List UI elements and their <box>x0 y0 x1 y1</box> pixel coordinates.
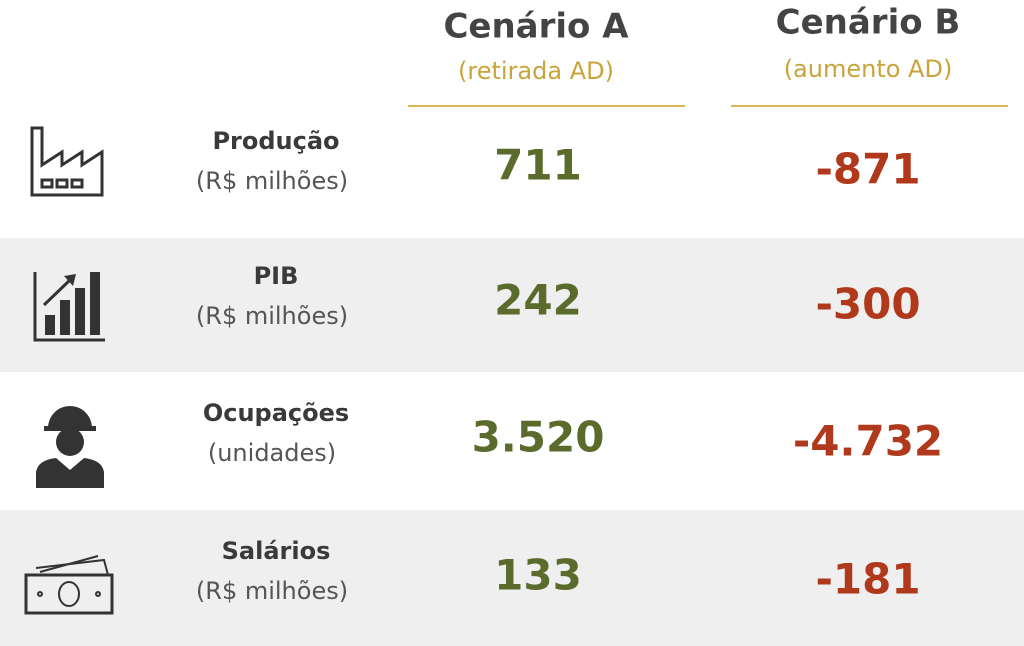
row-unit: (unidades) <box>208 439 336 467</box>
growth-icon <box>33 272 105 342</box>
row-label: Produção <box>212 127 339 155</box>
row-label: PIB <box>254 262 299 290</box>
row-unit: (R$ milhões) <box>196 577 348 605</box>
factory-icon <box>30 126 104 197</box>
value-b: -871 <box>815 145 920 194</box>
worker-icon <box>36 406 104 488</box>
column-title: Cenário B <box>776 3 961 43</box>
value-b: -181 <box>815 555 920 604</box>
value-a: 3.520 <box>472 413 605 462</box>
column-subtitle: (retirada AD) <box>458 57 614 85</box>
value-b: -4.732 <box>793 417 943 466</box>
value-a: 711 <box>494 141 582 190</box>
money-icon <box>24 555 114 615</box>
column-title: Cenário A <box>443 7 629 47</box>
row-bg <box>0 510 1024 646</box>
row-unit: (R$ milhões) <box>196 167 348 195</box>
row-bg <box>0 238 1024 372</box>
row-label: Salários <box>222 537 331 565</box>
value-a: 242 <box>494 276 582 325</box>
column-subtitle: (aumento AD) <box>784 55 953 83</box>
row-label: Ocupações <box>203 399 349 427</box>
value-b: -300 <box>815 280 920 329</box>
row-unit: (R$ milhões) <box>196 302 348 330</box>
value-a: 133 <box>494 551 582 600</box>
rows: Produção (R$ milhões) 711 -871 PIB (R$ milhõe… <box>196 127 943 605</box>
